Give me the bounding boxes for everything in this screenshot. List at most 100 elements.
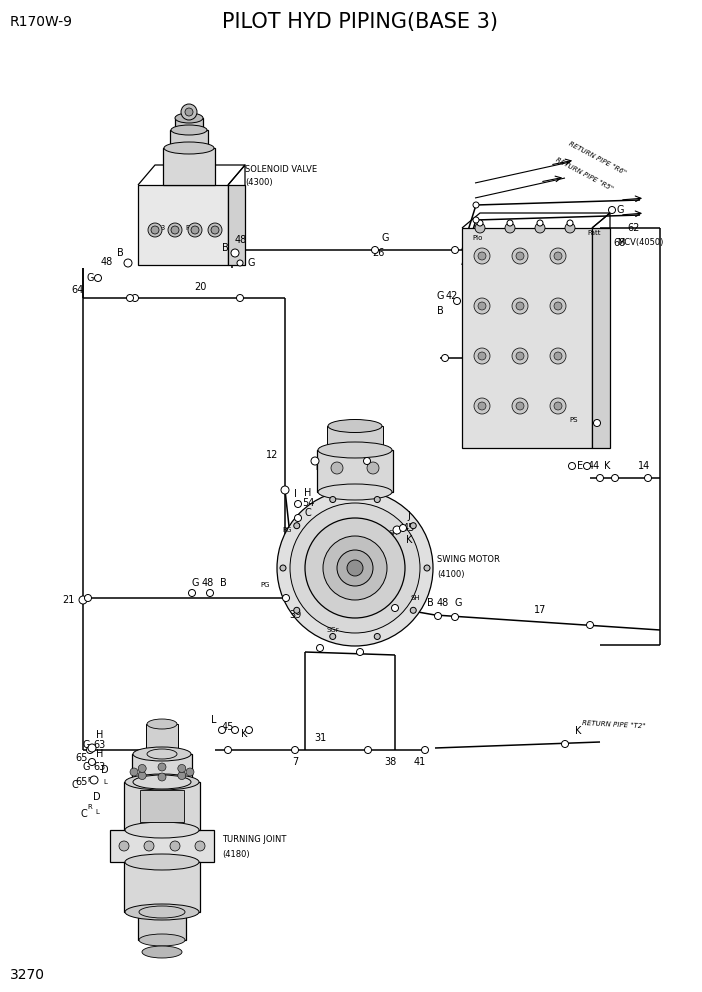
Circle shape [550,298,566,314]
Text: G: G [381,233,389,243]
Circle shape [567,220,573,226]
Circle shape [565,223,575,233]
Circle shape [474,348,490,364]
Circle shape [367,462,379,474]
Ellipse shape [125,822,199,838]
Text: B: B [437,306,444,316]
Bar [140,790,184,822]
Ellipse shape [139,934,185,946]
Circle shape [181,104,197,120]
Bar [317,450,393,492]
Text: 48: 48 [437,598,449,608]
Bar [163,148,215,185]
Bar [124,782,200,830]
Circle shape [282,594,289,601]
Circle shape [550,248,566,264]
Circle shape [516,302,524,310]
Text: K: K [604,461,610,471]
Circle shape [131,295,138,302]
Circle shape [237,260,243,266]
Circle shape [290,503,420,633]
Text: 62: 62 [627,223,640,233]
Text: 31: 31 [314,733,326,743]
Text: H: H [96,749,104,759]
Circle shape [535,223,545,233]
Circle shape [475,223,485,233]
Ellipse shape [318,484,392,500]
Text: A3: A3 [157,225,166,231]
Text: 14: 14 [638,461,650,471]
Text: 63: 63 [94,762,106,772]
Text: SWING MOTOR: SWING MOTOR [437,556,500,564]
Text: 7: 7 [292,757,298,767]
Circle shape [186,768,194,776]
Circle shape [410,523,416,529]
Circle shape [158,773,166,781]
Circle shape [293,607,300,613]
Circle shape [126,295,133,302]
Ellipse shape [125,904,199,920]
Text: C: C [81,809,87,819]
Text: B: B [222,243,228,253]
Circle shape [550,398,566,414]
Circle shape [189,589,195,596]
Circle shape [421,747,428,754]
Text: 21: 21 [62,595,74,605]
Circle shape [95,275,102,282]
Ellipse shape [318,442,392,458]
Circle shape [178,772,186,780]
Circle shape [644,474,651,481]
Circle shape [119,841,129,851]
Circle shape [442,354,449,361]
Text: G: G [248,258,256,268]
Circle shape [424,565,430,571]
Circle shape [178,765,186,773]
Circle shape [311,457,319,465]
Text: 41: 41 [414,757,426,767]
Text: 65: 65 [76,753,88,763]
Circle shape [505,223,515,233]
Circle shape [171,226,179,234]
Circle shape [512,298,528,314]
Text: PG: PG [260,582,270,588]
Text: D: D [101,765,109,775]
Text: R: R [88,777,93,783]
Circle shape [206,589,213,596]
Text: (4100): (4100) [437,569,465,578]
Circle shape [138,765,146,773]
Text: C: C [305,508,312,518]
Circle shape [188,223,202,237]
Ellipse shape [147,749,177,759]
Circle shape [516,402,524,410]
Bar [175,118,203,130]
Text: K: K [406,535,412,545]
Circle shape [295,515,301,522]
Circle shape [374,634,380,640]
Ellipse shape [125,774,199,790]
Circle shape [330,497,336,503]
Bar [228,185,245,265]
Circle shape [88,759,95,766]
Circle shape [170,841,180,851]
Circle shape [507,220,513,226]
Text: L: L [95,809,99,815]
Text: 64: 64 [72,285,84,295]
Text: (4300): (4300) [245,178,272,186]
Text: 3270: 3270 [10,968,45,982]
Circle shape [280,565,286,571]
Circle shape [410,607,416,613]
Circle shape [364,747,371,754]
Text: G: G [454,598,462,608]
Circle shape [609,206,616,213]
Circle shape [473,217,479,223]
Circle shape [392,604,399,611]
Circle shape [593,420,600,427]
Text: RETURN PIPE "R5": RETURN PIPE "R5" [555,157,614,191]
Circle shape [371,246,378,254]
Circle shape [323,536,387,600]
Text: (4180): (4180) [222,849,250,858]
Text: I: I [461,257,463,267]
Circle shape [231,249,239,257]
Circle shape [185,108,193,116]
Text: SOLENOID VALVE: SOLENOID VALVE [245,166,317,175]
